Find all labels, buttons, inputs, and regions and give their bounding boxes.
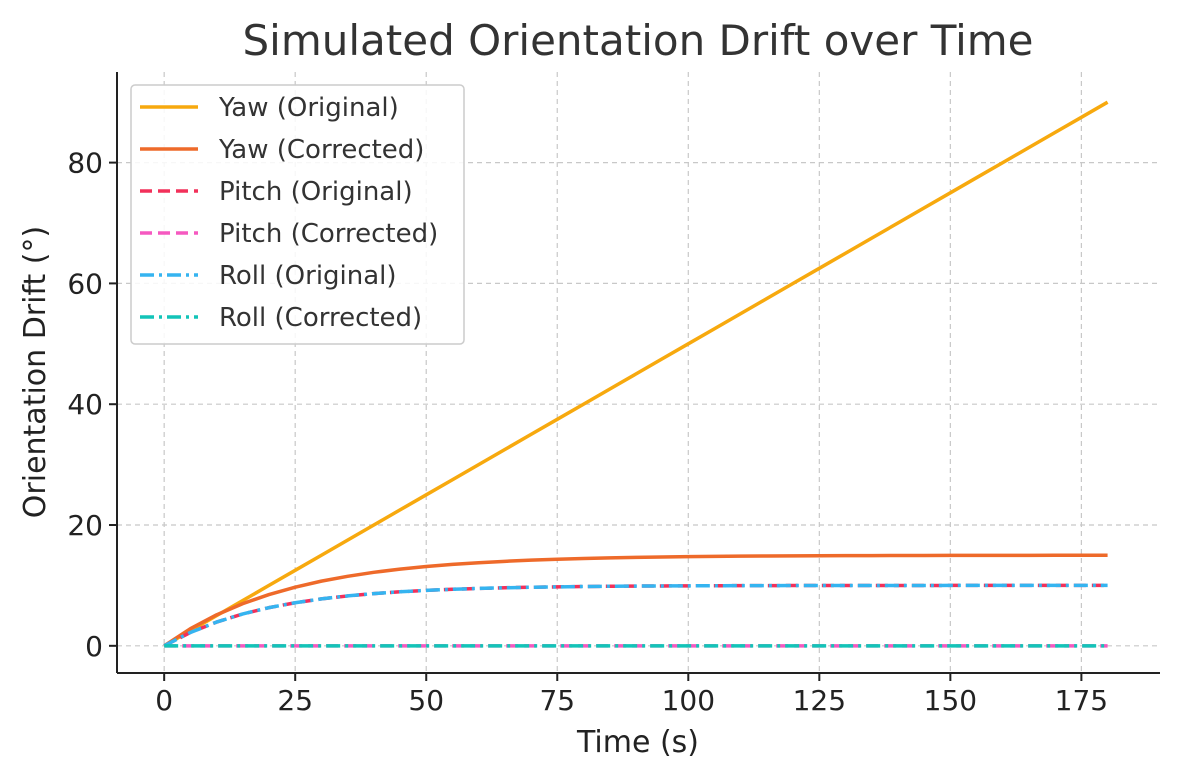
legend: Yaw (Original) Yaw (Corrected) Pitch (Orig… [130,84,465,345]
chart-title: Simulated Orientation Drift over Time [243,16,1034,65]
x-axis-ticks: 0 25 50 75 100 125 150 175 [155,673,1108,717]
y-axis-ticks: 0 20 40 60 80 [67,147,117,663]
y-tick-label: 40 [67,388,103,421]
y-tick-label: 0 [85,630,103,663]
legend-label: Roll (Original) [219,261,397,291]
axes [116,72,1160,674]
legend-label: Pitch (Corrected) [219,219,438,249]
y-tick-label: 20 [67,509,103,542]
legend-label: Pitch (Original) [219,177,413,207]
legend-label: Roll (Corrected) [219,303,422,333]
legend-label: Yaw (Original) [218,93,399,123]
series-line-1 [163,553,1108,648]
series-line-0 [163,100,1109,648]
legend-box [130,84,465,345]
legend-label: Yaw (Corrected) [218,135,424,165]
x-tick-label: 175 [1055,684,1108,717]
series-line-2 [163,583,1108,648]
x-tick-label: 150 [924,684,977,717]
y-tick-label: 80 [67,147,103,180]
y-tick-label: 60 [67,267,103,300]
y-axis-title: Orientation Drift (°) [18,226,53,518]
x-tick-label: 50 [408,684,444,717]
series-lines [163,100,1109,648]
x-tick-label: 100 [662,684,715,717]
x-tick-label: 75 [539,684,575,717]
x-tick-label: 25 [277,684,313,717]
x-tick-label: 0 [155,684,173,717]
x-tick-label: 125 [793,684,846,717]
series-line-4 [163,583,1108,648]
x-axis-title: Time (s) [576,725,699,760]
